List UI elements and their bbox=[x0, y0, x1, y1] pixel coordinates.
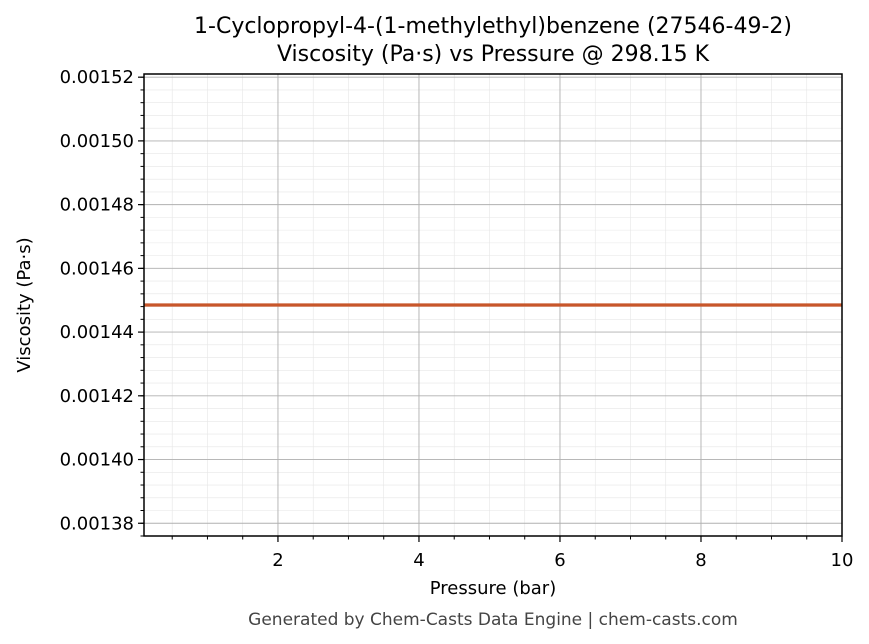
y-tick-label: 0.00144 bbox=[60, 322, 134, 343]
y-tick-label: 0.00140 bbox=[60, 450, 134, 471]
y-tick-label: 0.00146 bbox=[60, 258, 134, 279]
plot-frame bbox=[143, 73, 843, 537]
x-axis-label: Pressure (bar) bbox=[430, 578, 556, 599]
chart-subtitle: Viscosity (Pa·s) vs Pressure @ 298.15 K bbox=[277, 42, 710, 67]
x-tick-label: 10 bbox=[831, 550, 854, 571]
y-tick-label: 0.00148 bbox=[60, 195, 134, 216]
y-axis-label: Viscosity (Pa·s) bbox=[14, 237, 35, 372]
chart-title: 1-Cyclopropyl-4-(1-methylethyl)benzene (… bbox=[194, 14, 792, 39]
x-tick-label: 2 bbox=[272, 550, 283, 571]
x-tick-label: 6 bbox=[554, 550, 565, 571]
y-tick-label: 0.00150 bbox=[60, 131, 134, 152]
y-tick-label: 0.00142 bbox=[60, 386, 134, 407]
y-tick-label: 0.00138 bbox=[60, 513, 134, 534]
x-tick-label: 8 bbox=[695, 550, 706, 571]
x-tick-label: 4 bbox=[413, 550, 424, 571]
axis-ticks: 2 4 6 8 10 0.00138 0.00140 0.00142 0.00144 0.0014… bbox=[60, 67, 854, 571]
footer-credit: Generated by Chem-Casts Data Engine | ch… bbox=[248, 610, 738, 630]
y-tick-label: 0.00152 bbox=[60, 67, 134, 88]
